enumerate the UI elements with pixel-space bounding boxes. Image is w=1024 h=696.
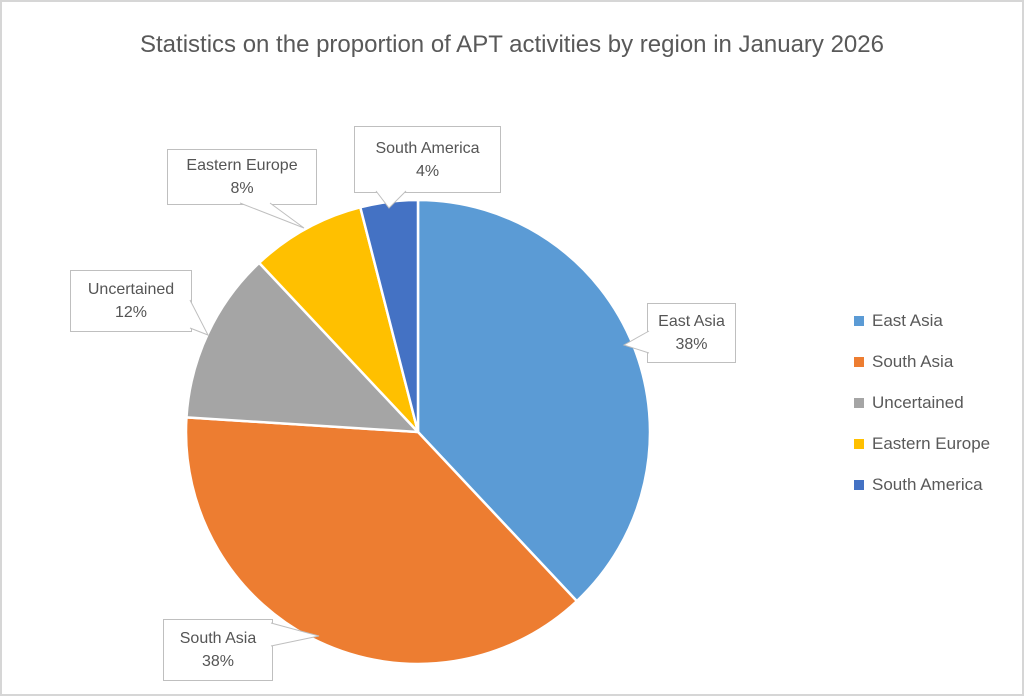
data-label-category: South America xyxy=(375,139,480,157)
legend-item-south-america: South America xyxy=(854,475,990,494)
data-label-category: South Asia xyxy=(179,630,257,647)
legend: East Asia South Asia Uncertained Eastern… xyxy=(854,311,990,516)
legend-item-east-asia: East Asia xyxy=(854,311,990,330)
legend-marker-icon xyxy=(854,397,864,408)
legend-label: South Asia xyxy=(872,351,954,371)
pie-slice-eastern-europe xyxy=(257,206,420,434)
data-label-category: East Asia xyxy=(658,313,725,330)
legend-label: Eastern Europe xyxy=(872,433,991,453)
data-label-category: Eastern Europe xyxy=(186,157,298,174)
legend-label: East Asia xyxy=(872,310,943,330)
chart-title: Statistics on the proportion of APT acti… xyxy=(140,31,884,58)
pie-slice-south-asia xyxy=(184,416,579,666)
data-label-east-asia: East Asia 38% xyxy=(647,303,736,363)
legend-marker-icon xyxy=(854,479,864,490)
legend-marker-icon xyxy=(854,315,864,326)
data-label-percent: 4% xyxy=(415,162,440,180)
data-label-uncertained: Uncertained 12% xyxy=(70,270,192,332)
legend-item-south-asia: South Asia xyxy=(854,352,990,371)
data-label-percent: 38% xyxy=(675,336,708,353)
pie-chart xyxy=(184,198,652,666)
data-label-percent: 38% xyxy=(201,653,235,670)
data-label-percent: 12% xyxy=(114,304,148,321)
legend-label: Uncertained xyxy=(872,392,964,412)
data-label-eastern-europe: Eastern Europe 8% xyxy=(167,149,317,205)
legend-marker-icon xyxy=(854,438,864,449)
legend-label: South America xyxy=(872,474,983,494)
data-label-south-america: South America 4% xyxy=(354,126,501,193)
data-label-south-asia: South Asia 38% xyxy=(163,619,273,681)
legend-marker-icon xyxy=(854,356,864,367)
data-label-category: Uncertained xyxy=(87,281,175,298)
legend-item-uncertained: Uncertained xyxy=(854,393,990,412)
data-label-percent: 8% xyxy=(230,180,254,197)
legend-item-eastern-europe: Eastern Europe xyxy=(854,434,990,453)
